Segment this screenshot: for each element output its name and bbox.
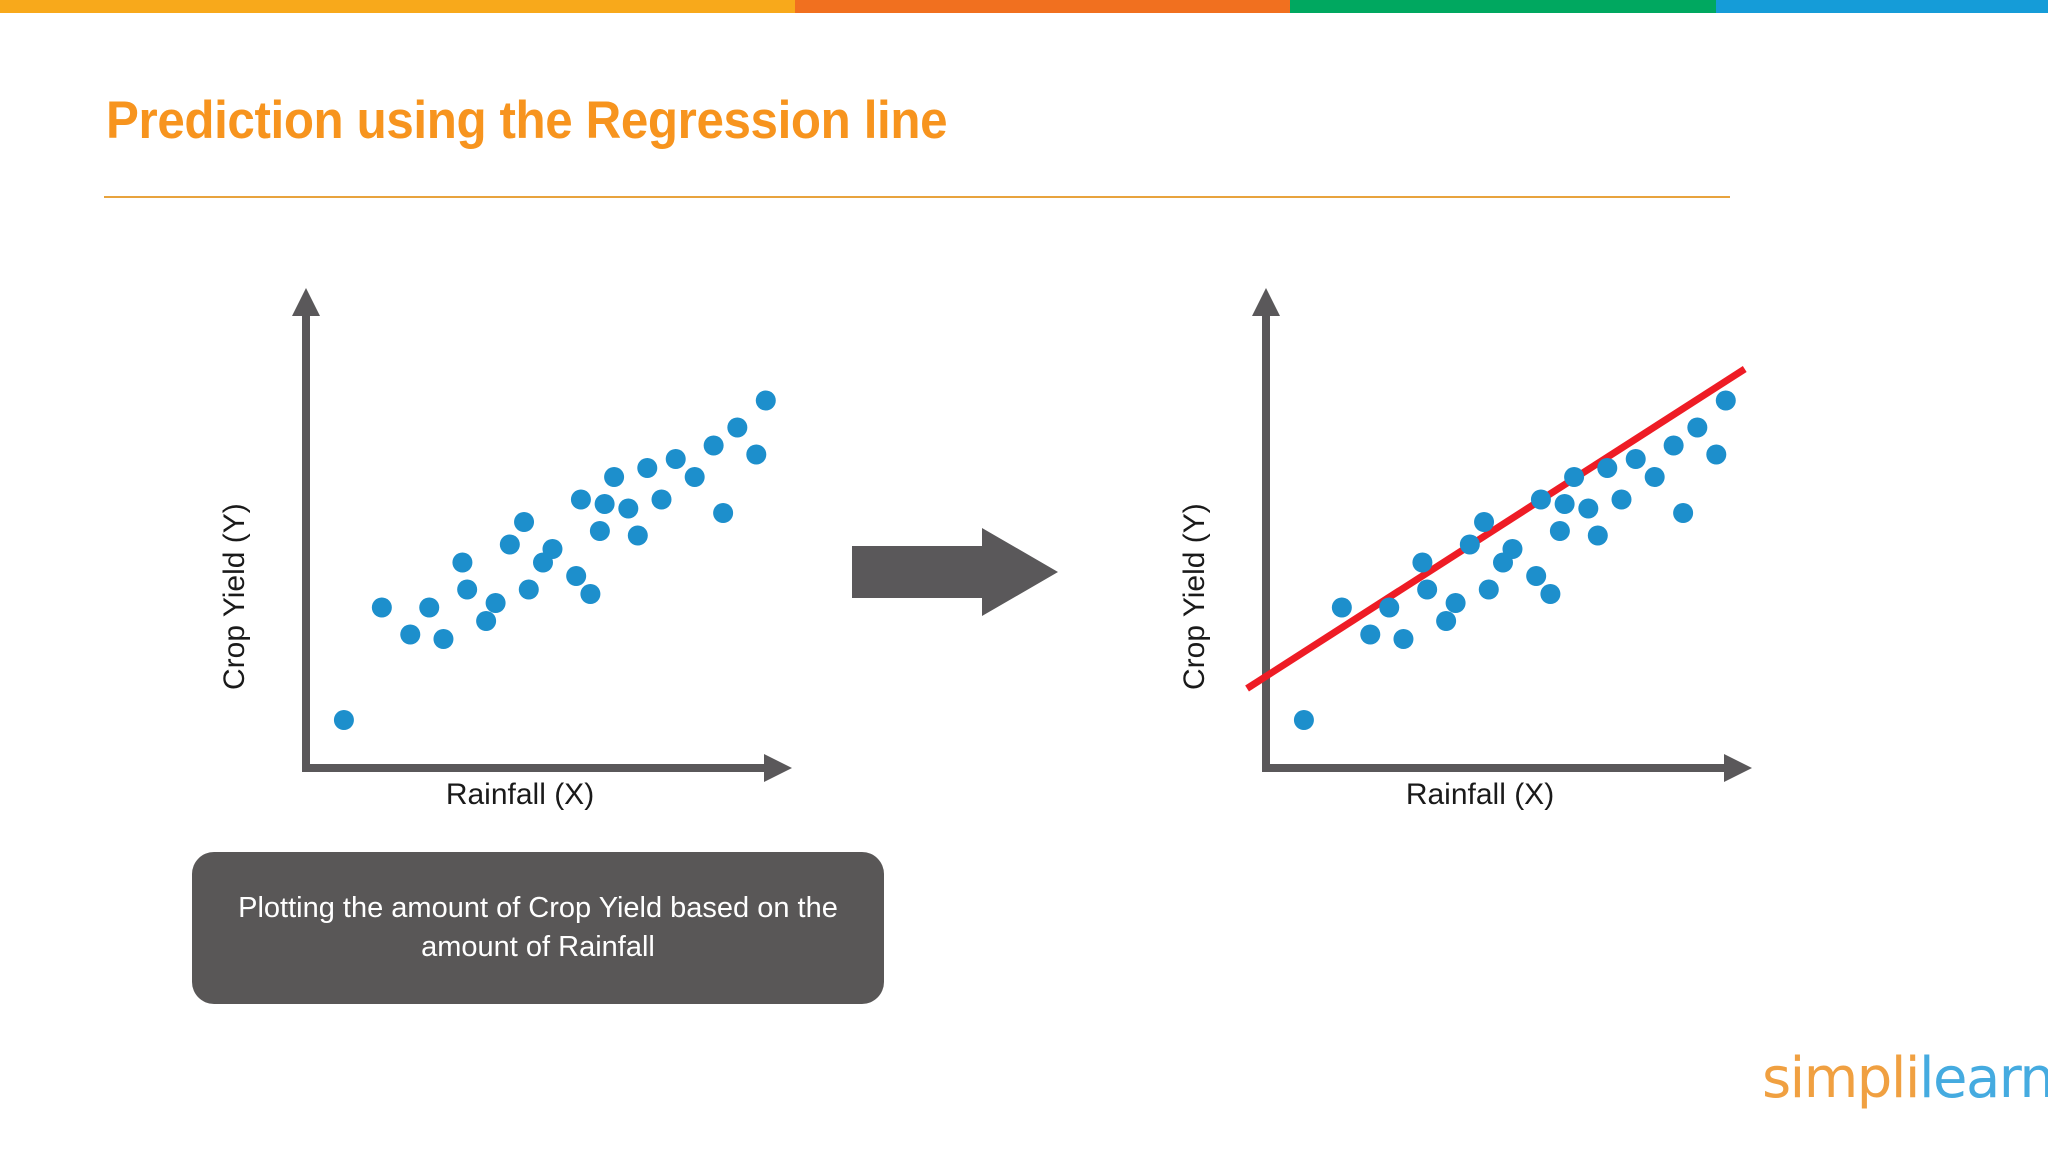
simplilearn-logo: simplilearn [1762,1046,2048,1111]
regression-line [1245,366,1747,692]
scatter-point [1554,494,1575,514]
logo-text-learn: learn [1918,1046,2048,1111]
title-divider [104,196,1730,198]
scatter-point [1540,584,1561,604]
scatter-point [604,467,625,487]
scatter-point [637,458,658,478]
scatter-plot-raw-svg [292,288,792,782]
scatter-point [1393,629,1414,649]
scatter-point [1578,498,1599,519]
scatter-point [1526,566,1547,586]
scatter-point [566,566,587,586]
scatter-points-group [1293,390,1736,730]
scatter-point [433,629,454,649]
top-color-bar [0,0,2048,13]
scatter-point [665,449,686,469]
scatter-point [684,467,705,487]
scatter-point [1445,593,1466,613]
scatter-point [518,579,539,600]
scatter-point [1564,467,1585,487]
scatter-point [514,512,535,532]
scatter-point [1293,710,1314,730]
page-title: Prediction using the Regression line [106,91,948,150]
scatter-point [1417,579,1438,600]
scatter-point [419,597,440,618]
y-axis-arrowhead [1252,288,1280,316]
scatter-point [1530,489,1551,510]
scatter-point [1715,390,1736,411]
top-bar-segment-green [1290,0,1717,13]
scatter-point [1625,449,1646,469]
top-bar-segment-yellow [0,0,795,13]
x-axis-label-left: Rainfall (X) [445,778,595,811]
y-axis-label-right: Crop Yield (Y) [1178,503,1211,690]
scatter-points-group [333,390,776,730]
scatter-point [755,390,776,411]
scatter-point [457,579,478,600]
scatter-point [1549,521,1570,541]
scatter-point [333,710,354,730]
scatter-point [1331,597,1352,618]
y-axis-arrowhead [292,288,320,316]
scatter-point [452,552,473,573]
scatter-point [727,417,748,438]
scatter-point [746,444,767,465]
scatter-point [1587,525,1608,546]
scatter-point [594,494,615,514]
scatter-point [476,611,497,631]
caption-text: Plotting the amount of Crop Yield based … [238,891,838,963]
scatter-point [1611,489,1632,510]
top-bar-segment-orange [794,0,1291,13]
scatter-point [703,435,724,456]
scatter-point [1412,552,1433,573]
scatter-point [1706,444,1727,465]
scatter-point [1474,512,1495,532]
scatter-point [1502,539,1523,559]
scatter-point [371,597,392,618]
logo-text-simpl: simpl [1762,1046,1906,1111]
caption-box: Plotting the amount of Crop Yield based … [192,852,884,1004]
scatter-point [570,489,591,510]
scatter-point [1673,503,1694,523]
scatter-point [499,534,520,555]
scatter-point [618,498,639,519]
scatter-point [485,593,506,613]
y-axis-label-left: Crop Yield (Y) [218,503,251,690]
scatter-point [1663,435,1684,456]
scatter-point [1478,579,1499,600]
scatter-point [1379,597,1400,618]
scatter-point [589,521,610,541]
scatter-point [713,503,734,523]
scatter-point [580,584,601,604]
scatter-plot-with-regression-svg [1245,288,1752,782]
scatter-point [1436,611,1457,631]
top-bar-segment-blue [1716,0,2048,13]
scatter-point [1459,534,1480,555]
x-axis-label-right: Rainfall (X) [1405,778,1555,811]
scatter-point [1644,467,1665,487]
scatter-point [651,489,672,510]
x-axis-arrowhead [764,754,792,782]
right-arrow-icon [852,528,1058,616]
scatter-point [1687,417,1708,438]
scatter-point [542,539,563,559]
scatter-point [1597,458,1618,478]
scatter-plot-with-regression [1200,288,1760,808]
logo-separator: i [1904,1046,1921,1111]
scatter-point [627,525,648,546]
x-axis-arrowhead [1724,754,1752,782]
scatter-point [400,624,421,645]
scatter-point [1360,624,1381,645]
scatter-plot-raw [240,288,800,808]
